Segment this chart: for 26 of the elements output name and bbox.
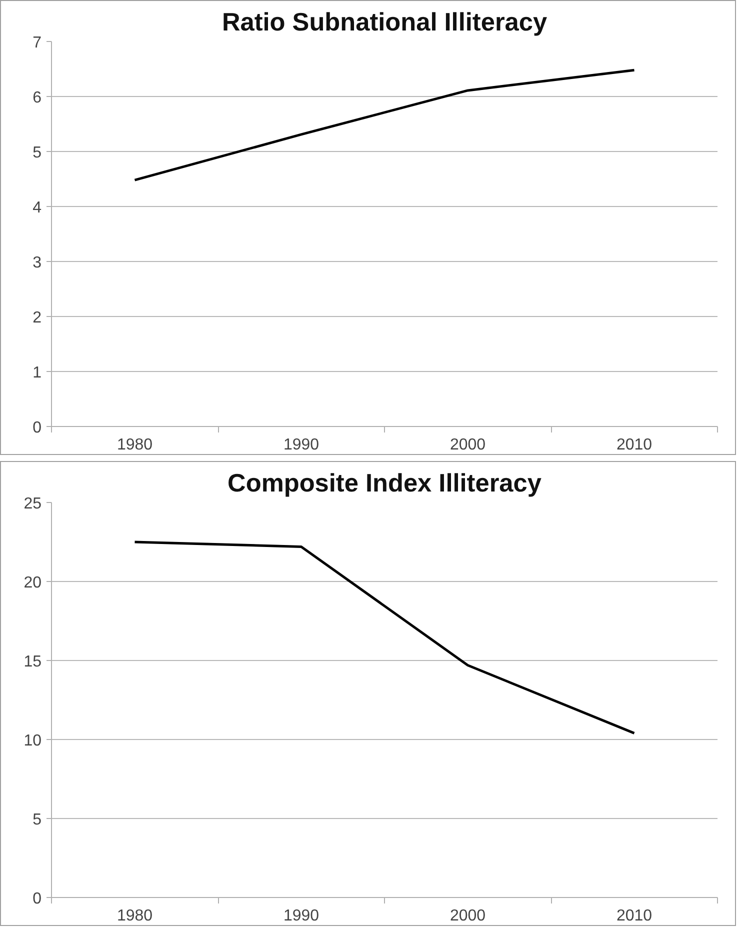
y-tick-label: 25: [24, 496, 42, 512]
x-tick-label: 1980: [116, 908, 153, 924]
y-tick-label: 5: [32, 144, 42, 162]
y-tick-label: 7: [32, 34, 42, 52]
x-tick-label: 1990: [283, 436, 320, 454]
y-tick-label: 6: [32, 90, 42, 106]
x-tick-label: 2010: [616, 908, 652, 924]
y-tick-label: 15: [24, 654, 42, 670]
x-tick-label: 2010: [616, 436, 652, 454]
line-series: [134, 540, 636, 734]
y-tick-label: 3: [32, 254, 42, 272]
chart-title: Ratio Subnational Illiteracy: [222, 8, 548, 36]
x-tick-label: 2000: [450, 436, 486, 454]
line-series: [134, 68, 636, 182]
y-tick-label: 5: [32, 812, 42, 828]
y-tick-label: 0: [32, 420, 42, 436]
y-tick-label: 1: [32, 364, 42, 382]
x-tick-label: 1990: [283, 908, 320, 924]
x-tick-label: 1980: [116, 436, 153, 454]
y-tick-label: 20: [24, 574, 42, 592]
y-tick-label: 0: [32, 890, 42, 908]
x-tick-label: 2000: [450, 908, 486, 924]
y-tick-label: 10: [24, 732, 42, 750]
chart-title: Composite Index Illiteracy: [228, 470, 542, 498]
y-tick-label: 2: [32, 310, 42, 326]
y-tick-label: 4: [32, 200, 42, 216]
